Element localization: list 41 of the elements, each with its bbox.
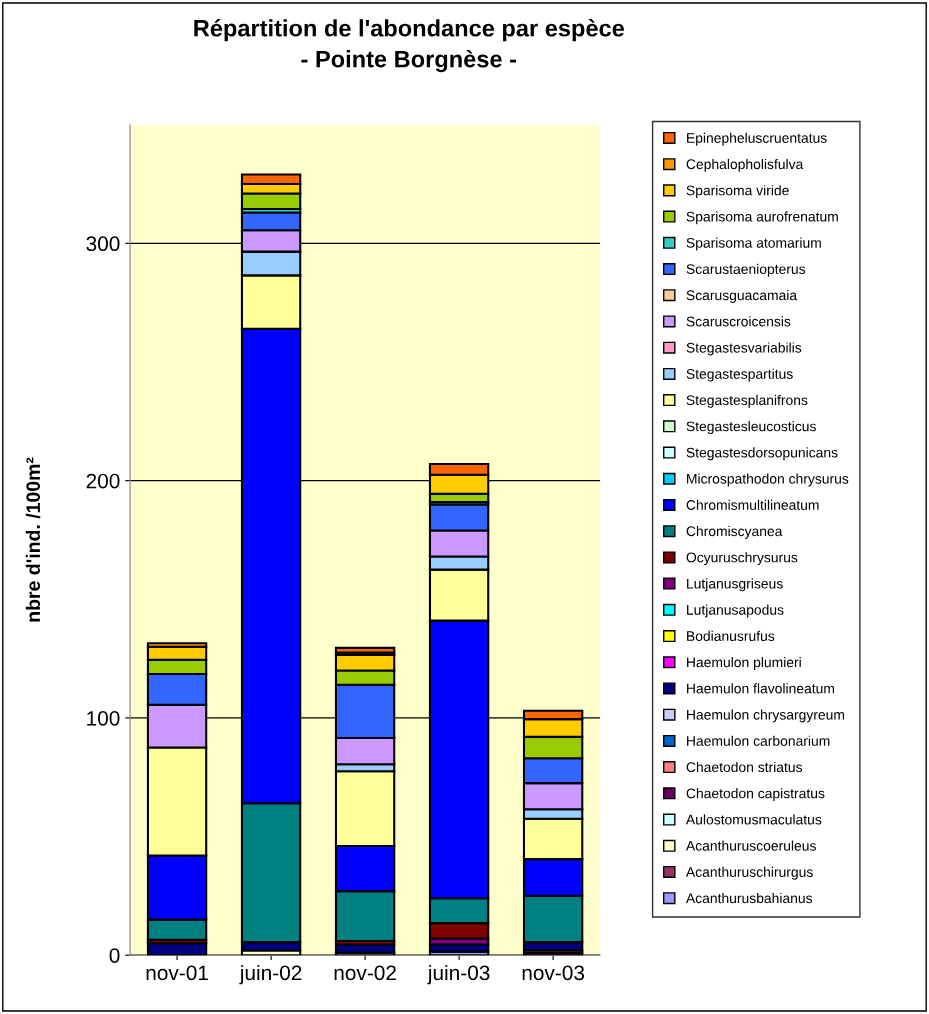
chart-title: Répartition de l'abondance par espèce - Pointe Borgnèse - bbox=[194, 19, 624, 73]
legend-label: Chaetodon striatus bbox=[686, 761, 803, 773]
legend-label: Aulostomusmaculatus bbox=[685, 814, 822, 825]
x-tick-label: nov-01 bbox=[146, 965, 208, 981]
y-tick-label: 100 bbox=[87, 710, 120, 726]
legend-label: Stegastespartitus bbox=[686, 368, 793, 382]
y-tick-label: 200 bbox=[86, 473, 120, 489]
legend-label: Microspathodon chrysurus bbox=[687, 473, 849, 487]
legend-label: Sparisoma aurofrenatum bbox=[686, 211, 838, 225]
legend-label: Sparisoma viride bbox=[686, 185, 789, 199]
legend-label: Stegastesplanifrons bbox=[686, 394, 808, 408]
legend-label: Bodianusrufus bbox=[687, 630, 775, 641]
legend-label: Chaetodon capistratus bbox=[686, 788, 825, 802]
legend-label: Sparisoma atomarium bbox=[686, 237, 821, 251]
x-tick-label: nov-02 bbox=[334, 965, 396, 981]
legend-label: Haemulon carbonarium bbox=[687, 735, 830, 746]
legend-label: Ocyuruschrysurus bbox=[686, 552, 798, 566]
legend-label: Scarusguacamaia bbox=[686, 290, 798, 303]
legend-label: Haemulon flavolineatum bbox=[687, 683, 835, 694]
legend-label: Scaruscroicensis bbox=[686, 316, 791, 327]
y-axis-title: nbre d'ind. /100m² bbox=[25, 457, 41, 622]
x-tick-label: juin-03 bbox=[427, 964, 490, 985]
x-tick-label: juin-02 bbox=[239, 964, 302, 985]
legend-label: Stegastesdorsopunicans bbox=[686, 447, 838, 461]
legend-label: Stegastesvariabilis bbox=[686, 342, 802, 356]
legend-label: Acanthuruscoeruleus bbox=[685, 840, 816, 851]
legend-label: Haemulon plumieri bbox=[687, 657, 801, 670]
legend-label: Chromismultilineatum bbox=[686, 499, 819, 510]
y-tick-label: 0 bbox=[109, 948, 120, 963]
legend-label: Lutjanusapodus bbox=[687, 604, 784, 618]
y-tick-label: 300 bbox=[86, 236, 120, 252]
legend-label: Chromiscyanea bbox=[686, 525, 783, 539]
legend-label: Haemulon chrysargyreum bbox=[687, 709, 845, 723]
legend-label: Acanthuruschirurgus bbox=[685, 866, 813, 880]
legend-label: Stegastesleucosticus bbox=[686, 421, 816, 435]
legend-label: Scarustaeniopterus bbox=[686, 263, 806, 277]
x-tick-label: nov-03 bbox=[522, 965, 585, 981]
legend-label: Cephalopholisfulva bbox=[686, 158, 804, 172]
legend-label: Acanthurusbahianus bbox=[685, 892, 813, 904]
legend-label: Lutjanusgriseus bbox=[687, 578, 783, 592]
legend-label: Epinepheluscruentatus bbox=[687, 132, 827, 146]
